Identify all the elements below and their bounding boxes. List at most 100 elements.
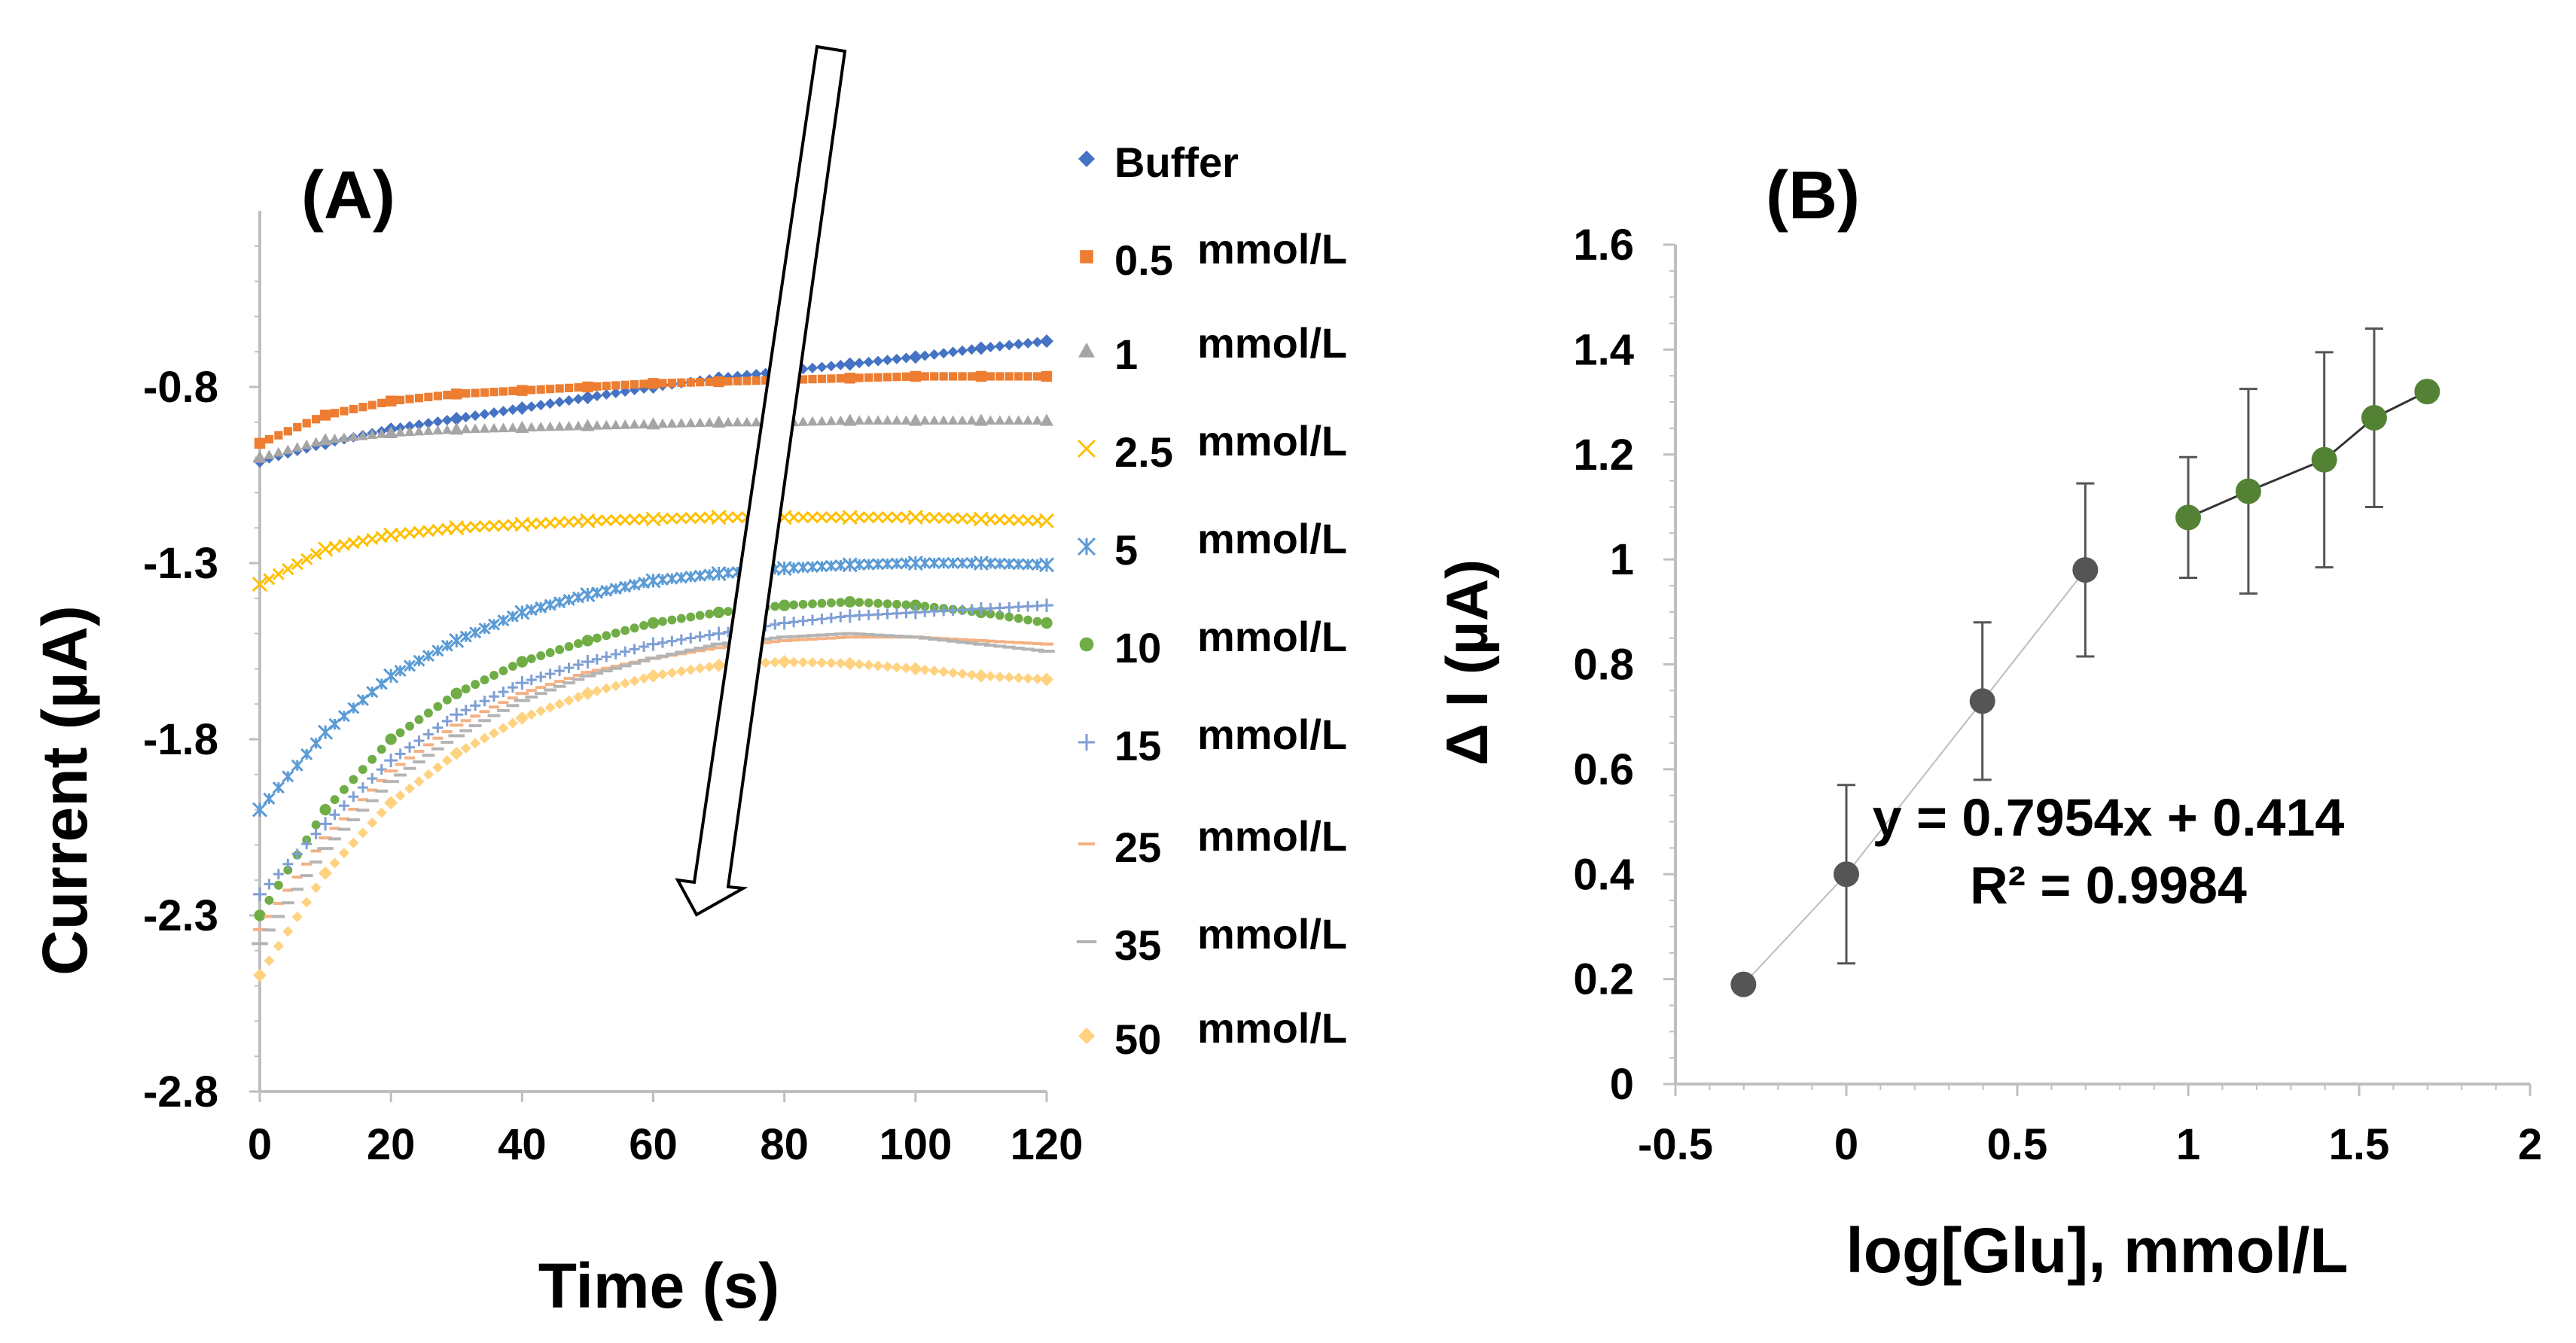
data-point: [825, 361, 837, 372]
data-point: [1032, 372, 1042, 381]
data-point: [863, 659, 874, 671]
data-point: [535, 705, 547, 717]
data-point: [441, 755, 453, 766]
data-point: [862, 511, 875, 524]
data-point: [965, 513, 978, 525]
legend-label-unit: mmol/L: [1197, 711, 1347, 758]
data-point: [450, 412, 464, 426]
data-point: [694, 511, 706, 524]
data-point: [694, 631, 706, 642]
legend-marker: [1077, 439, 1096, 458]
data-point: [806, 560, 819, 574]
panel-b: (B) -0.5 0 0.5 1 1.5 200.20.40.60.811.21.41.6…: [1434, 158, 2542, 1286]
data-point: [601, 683, 612, 694]
data-point: [677, 378, 686, 387]
data-point: [555, 645, 565, 654]
data-point: [854, 415, 865, 425]
data-point: [919, 415, 931, 425]
data-point: [938, 666, 950, 678]
legend-label-value: 35: [1114, 921, 1161, 969]
data-point: [815, 511, 828, 524]
data-point: [908, 350, 922, 364]
data-point: [609, 513, 622, 526]
data-point: [881, 511, 894, 524]
data-point: [919, 606, 931, 617]
data-point: [873, 355, 884, 367]
data-point: [937, 556, 950, 570]
data-point: [610, 388, 621, 399]
data-point: [751, 376, 761, 385]
data-point: [526, 709, 537, 720]
data-point: [844, 595, 856, 608]
data-point: [620, 678, 631, 689]
data-point: [498, 723, 509, 734]
data-point: [349, 404, 358, 414]
data-point: [414, 394, 424, 403]
data-point: [873, 415, 884, 425]
data-point: [974, 341, 988, 355]
data-point: [318, 541, 334, 557]
legend-marker: [1078, 151, 1095, 167]
data-point: [319, 433, 333, 446]
data-point: [384, 754, 398, 768]
data-point: [291, 912, 303, 923]
data-point: [572, 420, 584, 431]
data-point: [1032, 673, 1043, 684]
data-point: [675, 512, 687, 525]
data-point: [872, 511, 885, 524]
data-point: [357, 827, 368, 839]
data-point: [460, 743, 471, 754]
data-point: [433, 702, 443, 711]
data-point: [928, 665, 940, 677]
data-point: [806, 511, 819, 524]
x-tick-label: 1: [2176, 1120, 2200, 1169]
data-point: [497, 614, 510, 627]
data-point: [826, 598, 836, 608]
data-point: [478, 520, 491, 533]
data-point: [834, 559, 847, 572]
data-point: [252, 577, 268, 592]
data-point: [684, 512, 697, 525]
y-tick-label: 1.2: [1573, 431, 1634, 480]
data-point: [647, 617, 660, 629]
data-point: [939, 372, 948, 381]
data-point: [712, 415, 726, 428]
data-point: [413, 654, 425, 667]
legend-label-value: 50: [1114, 1016, 1161, 1063]
data-point: [1038, 513, 1055, 528]
data-point: [666, 512, 678, 525]
data-point: [422, 769, 434, 780]
data-point: [646, 637, 660, 651]
data-point: [995, 611, 1004, 620]
data-point: [312, 415, 321, 424]
data-point: [479, 732, 490, 744]
x-tick-label: 0: [1834, 1120, 1858, 1169]
data-point: [432, 762, 444, 773]
data-point: [834, 511, 847, 524]
data-point: [404, 426, 416, 437]
data-point: [348, 837, 359, 848]
legend-label-unit: mmol/L: [1197, 1004, 1347, 1052]
panel-a-x-label: Time (s): [538, 1250, 780, 1321]
data-point: [252, 802, 268, 818]
data-point: [1032, 617, 1042, 626]
data-point: [1041, 370, 1053, 382]
data-point: [515, 401, 529, 416]
data-point: [610, 419, 621, 430]
data-point: [451, 388, 462, 400]
data-point: [901, 600, 911, 610]
data-point: [506, 610, 519, 623]
data-point: [646, 668, 660, 683]
data-point: [574, 383, 583, 392]
data-point: [620, 380, 630, 389]
data-point: [357, 430, 368, 440]
data-point: [356, 534, 369, 547]
data-point: [854, 358, 865, 369]
data-point: [554, 665, 566, 677]
data-point: [825, 612, 837, 623]
data-point: [993, 513, 1006, 526]
data-point: [1014, 614, 1023, 623]
data-point: [797, 511, 809, 524]
legend-label-unit: mmol/L: [1197, 225, 1347, 273]
data-point: [514, 605, 530, 620]
